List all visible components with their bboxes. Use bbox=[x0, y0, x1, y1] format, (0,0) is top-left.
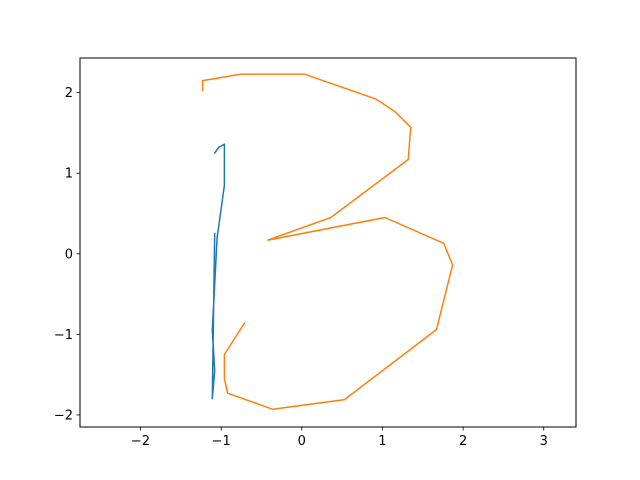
x-tick-label: 2 bbox=[459, 434, 467, 449]
plot-frame bbox=[79, 57, 577, 428]
x-tick-label: 0 bbox=[298, 434, 306, 449]
x-axis: −2 −1 0 1 2 3 bbox=[131, 427, 548, 449]
y-tick-label: 1 bbox=[65, 167, 73, 182]
y-tick-label: −1 bbox=[54, 328, 73, 343]
y-tick-label: −2 bbox=[54, 408, 73, 423]
plot-lines bbox=[201, 73, 454, 411]
x-tick-label: −1 bbox=[212, 434, 231, 449]
x-tick-label: 3 bbox=[540, 434, 548, 449]
x-tick-label: 1 bbox=[378, 434, 386, 449]
y-tick-label: 2 bbox=[65, 86, 73, 101]
y-axis: −2 −1 0 1 2 bbox=[54, 86, 80, 423]
series-line-1 bbox=[211, 143, 226, 400]
y-tick-label: 0 bbox=[65, 247, 73, 262]
series-line-2 bbox=[201, 73, 454, 411]
x-tick-label: −2 bbox=[131, 434, 150, 449]
